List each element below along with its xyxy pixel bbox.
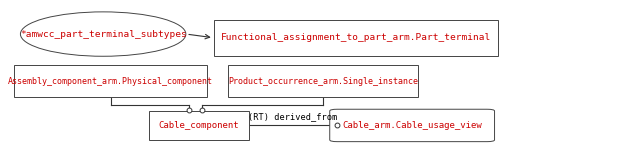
- Text: Product_occurrence_arm.Single_instance: Product_occurrence_arm.Single_instance: [228, 77, 418, 86]
- Bar: [213, 20, 497, 56]
- Bar: [148, 111, 248, 140]
- Text: Assembly_component_arm.Physical_component: Assembly_component_arm.Physical_componen…: [8, 77, 213, 86]
- Text: Cable_arm.Cable_usage_view: Cable_arm.Cable_usage_view: [342, 121, 482, 130]
- Text: (RT) derived_from: (RT) derived_from: [248, 112, 338, 121]
- Bar: [14, 65, 208, 97]
- Text: Cable_component: Cable_component: [159, 121, 239, 130]
- Bar: [228, 65, 419, 97]
- Ellipse shape: [20, 12, 186, 56]
- FancyBboxPatch shape: [330, 109, 494, 142]
- Text: Functional_assignment_to_part_arm.Part_terminal: Functional_assignment_to_part_arm.Part_t…: [220, 33, 490, 42]
- Text: *amwcc_part_terminal_subtypes: *amwcc_part_terminal_subtypes: [20, 30, 187, 39]
